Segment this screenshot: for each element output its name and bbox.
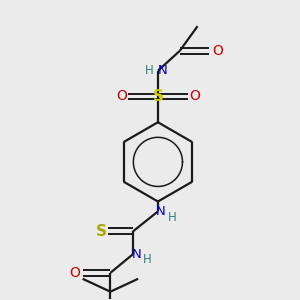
Text: S: S	[152, 89, 164, 104]
Text: H: H	[143, 254, 152, 266]
Text: O: O	[212, 44, 223, 58]
Text: O: O	[116, 89, 127, 103]
Text: N: N	[158, 64, 168, 77]
Text: O: O	[189, 89, 200, 103]
Text: S: S	[96, 224, 107, 239]
Text: N: N	[131, 248, 141, 260]
Text: N: N	[156, 205, 166, 218]
Text: H: H	[167, 211, 176, 224]
Text: O: O	[69, 266, 80, 280]
Text: H: H	[145, 64, 153, 77]
